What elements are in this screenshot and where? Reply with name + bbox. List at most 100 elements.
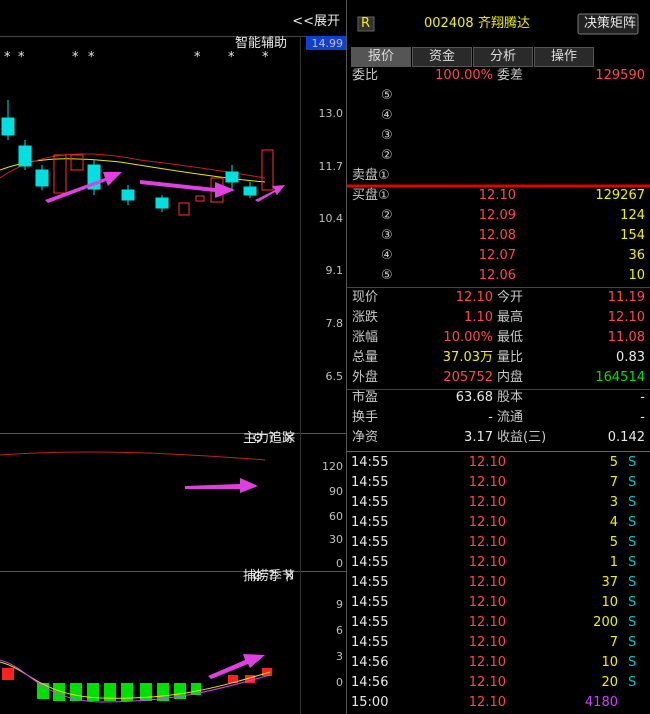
ma-line [0,158,266,183]
value: 164514 [595,370,645,385]
trade-time: 14:56 [351,675,389,690]
axis-label: 30 [329,533,343,546]
axis-label: 10.4 [318,212,344,225]
tab[interactable]: 分析 [473,47,533,67]
axis-label: 120 [322,460,343,473]
axis-label: 60 [329,510,343,523]
indicator-control[interactable]: ? [268,569,275,584]
tab[interactable]: 操作 [534,47,594,67]
label: 收益(三) [497,430,547,445]
trade-time: 14:55 [351,555,389,570]
trade-side: S [628,475,637,490]
tab[interactable]: 资金 [412,47,472,67]
trade-time: 15:00 [351,695,389,710]
value: - [640,410,645,425]
label: 换手 [352,410,379,425]
trade-side: S [628,675,637,690]
trade-volume: 5 [609,535,618,550]
trade-time: 14:55 [351,515,389,530]
decision-button[interactable]: 决策矩阵 [584,16,637,31]
button-bg [577,13,639,35]
candles-up [53,149,274,216]
trade-time: 14:55 [351,595,389,610]
trade-volume: 3 [609,495,618,510]
indicator-control[interactable]: ⚙ [252,431,264,446]
bid-price: 12.08 [478,228,516,243]
trade-volume: 10 [601,595,618,610]
label: 量比 [497,350,524,365]
bid-volume: 129267 [595,188,645,203]
trade-side: S [628,535,637,550]
value: 11.08 [607,330,645,345]
label: 总量 [352,350,379,365]
label: 今开 [497,290,524,305]
axis-label: 3 [336,650,343,663]
trade-side: S [628,635,637,650]
label: 股本 [497,390,524,405]
trade-price: 12.10 [468,535,506,550]
bid-label: 买盘① [352,188,390,203]
indicator-title: 捕捞季节 [243,569,296,584]
trade-time: 14:55 [351,635,389,650]
star: * [194,50,201,65]
label: 涨幅 [352,330,379,345]
trade-price: 12.10 [468,595,506,610]
trade-price: 12.10 [468,495,506,510]
badge-bg [357,16,375,32]
trade-time: 14:55 [351,495,389,510]
axis-label: 14.99 [311,37,344,50]
trade-price: 12.10 [468,455,506,470]
trade-side: S [628,575,637,590]
bid-label: ② [381,208,393,223]
indicator-line [0,659,271,703]
bid-volume: 36 [628,248,645,263]
trade-price: 12.10 [468,575,506,590]
panel-title: 智能辅助 [234,36,287,51]
trade-time: 14:56 [351,655,389,670]
ask-label: ⑤ [381,88,393,103]
ask-label: ③ [381,128,393,143]
ask-label: ④ [381,108,393,123]
bid-price: 12.06 [478,268,516,283]
label: 涨跌 [352,310,379,325]
bid-volume: 124 [620,208,645,223]
trade-side: S [628,515,637,530]
tab[interactable]: 报价 [351,47,411,67]
stock-code: 002408 [424,16,474,31]
expand-button[interactable]: <<展开 [292,14,340,29]
bid-price: 12.10 [478,188,516,203]
stock-name: 齐翔腾达 [478,16,531,31]
axis-label: 0 [336,557,343,570]
trade-price: 12.10 [468,675,506,690]
star: * [18,50,25,65]
trade-price: 12.10 [468,655,506,670]
star: * [4,50,11,65]
indicator-control[interactable]: ? [268,431,275,446]
value: 100.00% [435,68,493,83]
axis-label: 6 [336,624,343,637]
value: 0.83 [616,350,645,365]
bid-volume: 154 [620,228,645,243]
value: 63.68 [455,390,493,405]
trade-volume: 5 [609,455,618,470]
indicator-control[interactable]: ⚙ [252,569,264,584]
trade-side: S [628,615,637,630]
trade-time: 14:55 [351,535,389,550]
trade-volume: 7 [609,635,618,650]
trade-price: 12.10 [468,515,506,530]
trade-price: 12.10 [468,635,506,650]
value: 12.10 [607,310,645,325]
trade-price: 12.10 [468,615,506,630]
axis-label: 7.8 [325,317,344,330]
badge: R [361,16,371,31]
trade-volume: 4 [609,515,618,530]
trade-volume: 20 [601,675,618,690]
indicator-control[interactable]: ✕ [284,431,295,446]
indicator-control[interactable]: ✕ [284,569,295,584]
trade-volume: 37 [601,575,618,590]
bid-price: 12.09 [478,208,516,223]
axis-label: 11.7 [318,160,344,173]
bid-price: 12.07 [478,248,516,263]
value: 37.03万 [442,350,493,365]
